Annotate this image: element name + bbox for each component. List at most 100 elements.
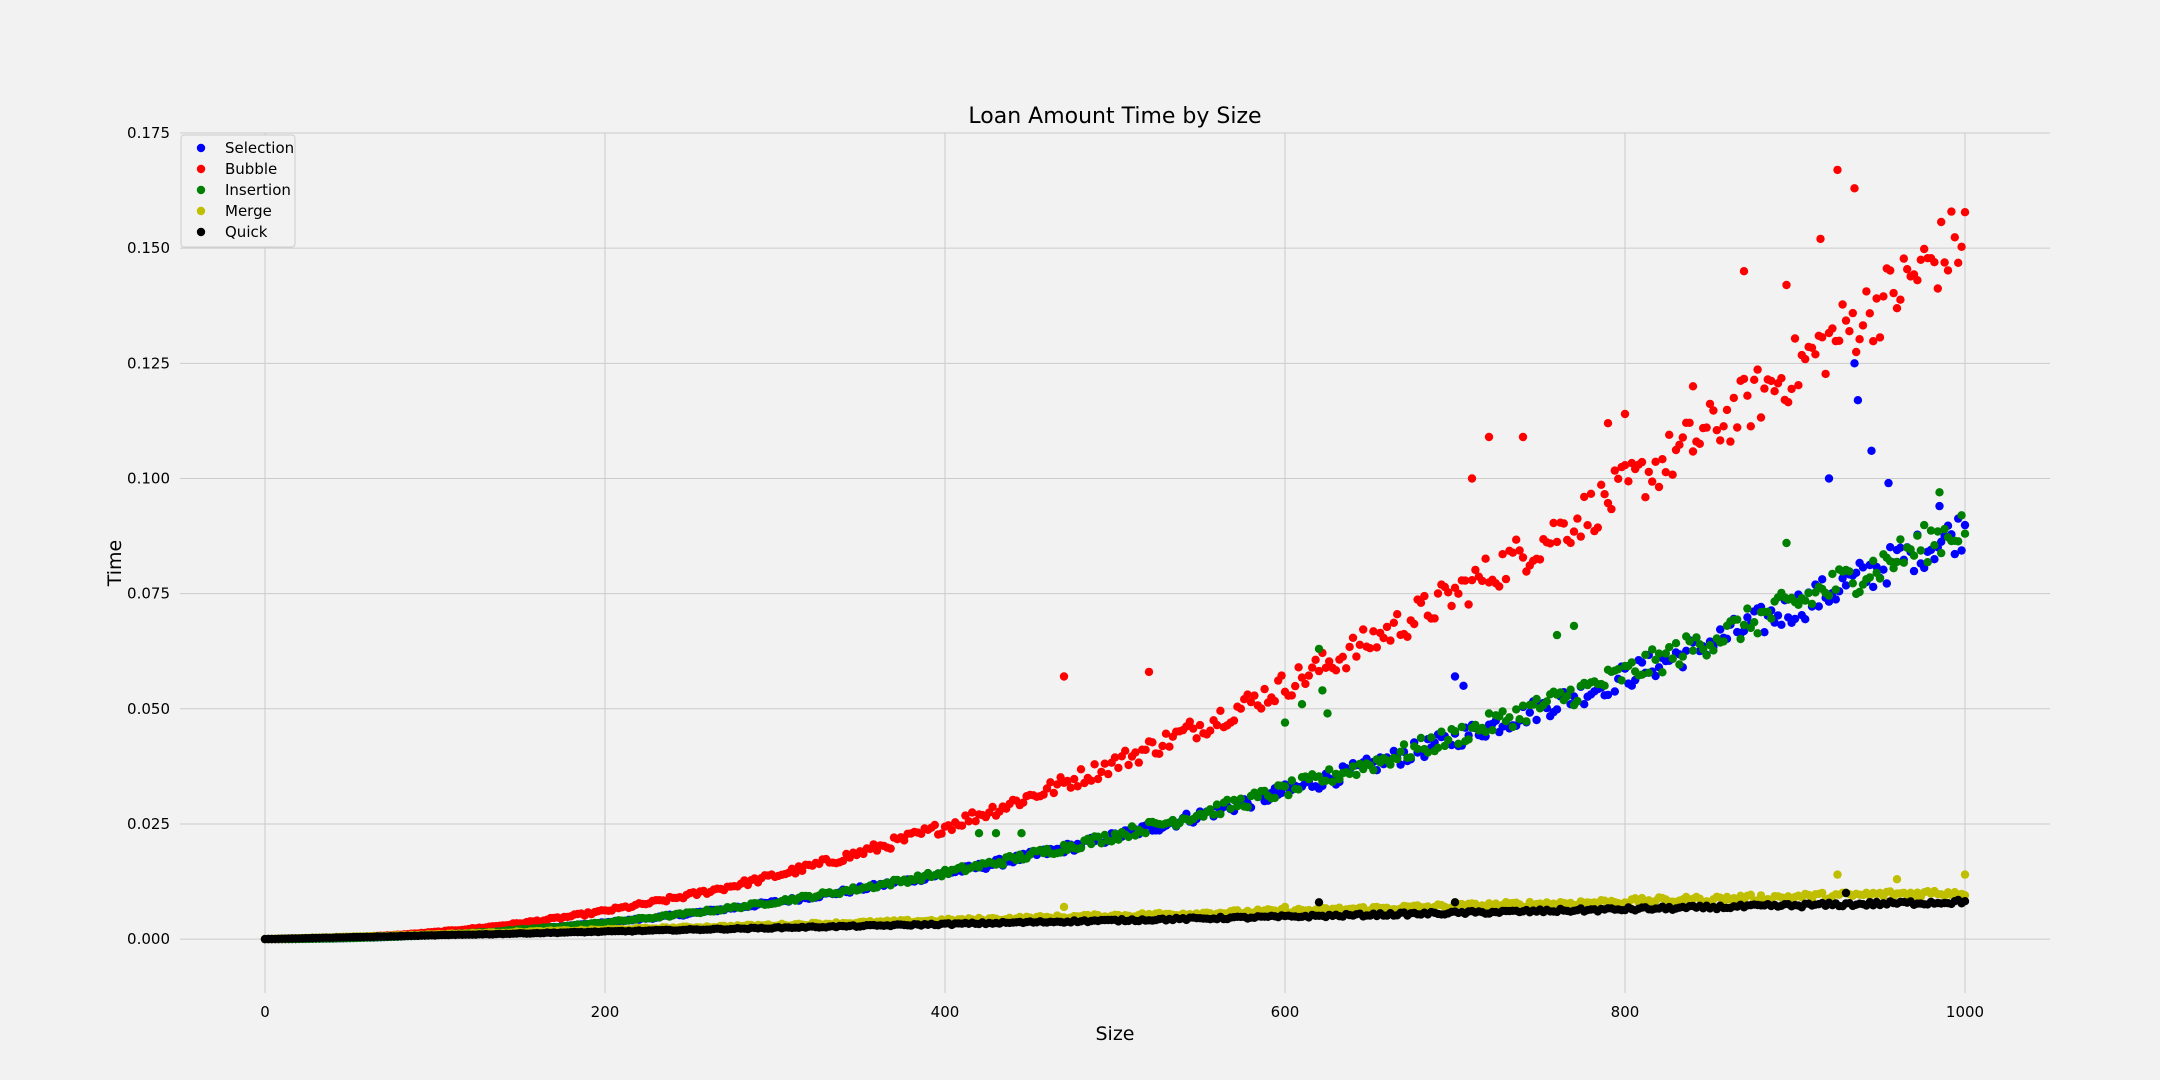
- data-point: [1872, 294, 1881, 303]
- data-point: [1450, 727, 1460, 736]
- data-point: [1017, 829, 1026, 838]
- data-point: [1865, 309, 1875, 318]
- legend-marker: [196, 143, 206, 153]
- data-points: [260, 165, 1970, 944]
- data-point: [1206, 726, 1215, 735]
- data-point: [1620, 461, 1630, 470]
- data-point: [1867, 446, 1876, 455]
- data-point: [1246, 697, 1256, 707]
- data-point: [1916, 546, 1926, 555]
- data-point: [1325, 765, 1334, 774]
- data-point: [1833, 870, 1842, 879]
- data-point: [1824, 591, 1834, 600]
- data-point: [1614, 474, 1623, 483]
- data-point: [1882, 579, 1892, 588]
- data-point: [1294, 785, 1303, 794]
- data-point: [1940, 258, 1949, 267]
- data-point: [1651, 671, 1660, 681]
- data-point: [1348, 633, 1358, 642]
- data-point: [1270, 793, 1280, 803]
- data-point: [957, 821, 967, 830]
- data-point: [1131, 748, 1140, 757]
- data-point: [1869, 582, 1878, 592]
- data-point: [1685, 418, 1694, 427]
- data-point: [1875, 333, 1885, 342]
- x-tick-label: 0: [260, 1003, 270, 1021]
- data-point: [1481, 727, 1490, 737]
- data-point: [1954, 258, 1963, 267]
- data-point: [1287, 691, 1297, 700]
- data-point: [1559, 519, 1569, 528]
- data-point: [1603, 690, 1613, 700]
- data-point: [1816, 234, 1825, 244]
- data-point: [1960, 891, 1970, 900]
- data-point: [1746, 422, 1756, 431]
- data-point: [1909, 551, 1919, 560]
- data-point: [1937, 548, 1946, 558]
- data-point: [1719, 637, 1728, 646]
- data-point: [1464, 600, 1473, 609]
- data-point: [1794, 381, 1803, 390]
- data-point: [1743, 604, 1752, 613]
- data-point: [1532, 715, 1541, 725]
- legend-entry-bubble: Bubble: [225, 160, 277, 178]
- data-point: [1858, 563, 1868, 572]
- data-point: [1726, 437, 1735, 446]
- data-point: [1124, 760, 1133, 770]
- data-point: [1685, 637, 1694, 646]
- data-point: [1515, 546, 1524, 555]
- data-point: [1141, 828, 1150, 838]
- data-point: [1869, 337, 1878, 346]
- data-point: [1019, 798, 1028, 807]
- data-point: [971, 817, 980, 826]
- legend-marker: [196, 227, 206, 237]
- data-point: [1807, 599, 1817, 609]
- data-point: [1739, 626, 1749, 636]
- data-point: [1399, 740, 1409, 749]
- data-point: [1569, 621, 1579, 631]
- x-tick-label: 400: [931, 1003, 960, 1021]
- data-point: [1862, 287, 1871, 296]
- data-point: [791, 869, 800, 878]
- data-point: [1141, 745, 1150, 754]
- y-tick-label: 0.000: [127, 930, 170, 948]
- data-point: [869, 840, 878, 849]
- data-point: [1733, 615, 1742, 624]
- data-point: [1484, 432, 1494, 442]
- data-point: [1518, 701, 1528, 710]
- data-point: [1665, 643, 1674, 652]
- data-point: [1668, 654, 1677, 663]
- data-point: [1498, 550, 1507, 559]
- data-point: [1161, 729, 1171, 738]
- legend-marker: [196, 206, 206, 216]
- data-point: [1753, 365, 1762, 374]
- data-point: [1403, 632, 1412, 641]
- data-point: [1852, 568, 1861, 577]
- data-point: [1046, 778, 1055, 787]
- data-point: [1063, 776, 1072, 786]
- data-point: [968, 808, 977, 817]
- data-point: [1736, 634, 1745, 644]
- data-point: [1950, 549, 1960, 559]
- data-point: [1947, 207, 1956, 216]
- data-point: [1787, 384, 1796, 394]
- data-point: [1607, 504, 1616, 514]
- data-point: [1933, 527, 1943, 536]
- data-point: [964, 817, 973, 826]
- data-point: [1960, 520, 1970, 530]
- data-point: [1556, 688, 1565, 697]
- data-point: [1702, 423, 1711, 432]
- data-point: [1753, 629, 1762, 638]
- data-point: [1039, 790, 1048, 799]
- data-point: [1423, 748, 1433, 757]
- data-point: [1818, 333, 1827, 342]
- data-point: [1957, 242, 1966, 251]
- y-tick-label: 0.025: [127, 815, 170, 833]
- data-point: [1087, 839, 1096, 849]
- data-point: [1841, 581, 1851, 590]
- data-point: [1600, 681, 1609, 690]
- data-point: [1144, 667, 1154, 677]
- data-point: [1508, 548, 1518, 557]
- x-tick-label: 200: [591, 1003, 620, 1021]
- data-point: [1277, 788, 1286, 798]
